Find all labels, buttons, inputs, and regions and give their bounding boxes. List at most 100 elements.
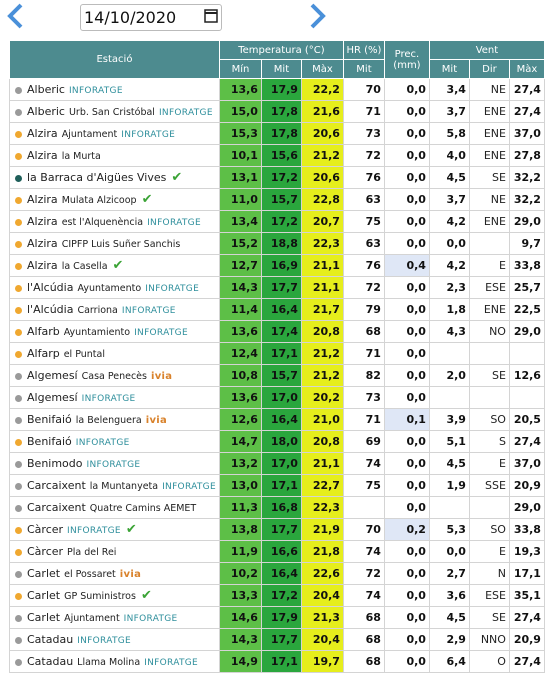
value-cell: 79 — [342, 298, 385, 321]
value: 68 — [365, 655, 381, 668]
value-cell: SO — [468, 518, 510, 541]
value: ENE — [483, 127, 506, 140]
value: 17,2 — [270, 589, 298, 602]
value-cell: 27,4 — [508, 650, 545, 673]
value: 71 — [365, 105, 381, 118]
value-cell: 32,2 — [508, 188, 545, 211]
status-dot — [15, 570, 22, 578]
station-row: la Barraca d'Aigües Vives ✔ 13,1 17,2 20,6 76… — [9, 166, 545, 189]
value-cell — [468, 496, 510, 519]
station-brand: INFORATGE — [147, 218, 201, 228]
value-cell: 75 — [342, 474, 385, 497]
value-cell: 72 — [342, 144, 385, 167]
value: 15,0 — [230, 105, 258, 118]
value-cell: 17,2 — [260, 166, 302, 189]
value: 32,2 — [513, 193, 541, 206]
value: 17,4 — [270, 325, 298, 338]
value-cell: 0,0 — [383, 78, 430, 101]
value-cell: 37,0 — [508, 452, 545, 475]
value: 15,7 — [270, 369, 298, 382]
value-cell: 0,0 — [383, 298, 430, 321]
station-row: Benifaió la Belenguera ivia 12,6 16,4 21,0 71 0… — [9, 408, 545, 431]
value: 11,4 — [230, 303, 258, 316]
value: 20,5 — [513, 413, 541, 426]
value: 22,7 — [312, 479, 340, 492]
value-cell: 17,1 — [260, 474, 302, 497]
value-cell: 11,9 — [218, 540, 262, 563]
value: 13,6 — [230, 391, 258, 404]
date-input[interactable]: 14/10/2020 — [80, 4, 222, 31]
value: 5,3 — [446, 523, 466, 536]
station-row: l'Alcúdia Ayuntamento INFORATGE 14,3 17,7 21,… — [9, 276, 545, 299]
value: 2,7 — [446, 567, 466, 580]
value-cell: 27,8 — [508, 144, 545, 167]
value: 17,1 — [270, 479, 298, 492]
value-cell: 4,5 — [428, 166, 470, 189]
value: 16,9 — [270, 259, 298, 272]
stations-table: Estació Temperatura (°C) HR (%) Prec. (m… — [9, 40, 545, 673]
value: 3,7 — [446, 193, 466, 206]
value: 19,7 — [312, 655, 340, 668]
value-cell: 76 — [342, 166, 385, 189]
station-cell: la Barraca d'Aigües Vives ✔ — [9, 166, 220, 189]
value-cell: E — [468, 452, 510, 475]
value: NE — [490, 83, 506, 96]
value-cell — [468, 232, 510, 255]
status-dot — [15, 548, 22, 556]
next-day[interactable] — [310, 3, 326, 29]
date-navigation: 14/10/2020 — [0, 0, 556, 40]
station-row: Alzira CIPFP Luis Suñer Sanchis 15,2 18,8 22… — [9, 232, 545, 255]
value: 79 — [365, 303, 381, 316]
value-cell: 14,3 — [218, 628, 262, 651]
value-cell: 16,9 — [260, 254, 302, 277]
station-name: Carlet — [27, 589, 61, 602]
value: O — [497, 655, 506, 668]
value: 21,9 — [312, 523, 340, 536]
value: 0,0 — [406, 237, 426, 250]
value: 82 — [365, 369, 381, 382]
value: 68 — [365, 325, 381, 338]
value-cell: 27,4 — [508, 606, 545, 629]
prev-day[interactable] — [7, 3, 23, 29]
subheader: Màx — [508, 59, 545, 79]
value: 72 — [365, 149, 381, 162]
value-cell: 3,6 — [428, 584, 470, 607]
value: 27,4 — [513, 611, 541, 624]
value-cell: SE — [468, 166, 510, 189]
value-cell: 5,3 — [428, 518, 470, 541]
value: 3,9 — [446, 413, 466, 426]
value-cell: 9,7 — [508, 232, 545, 255]
value: 27,8 — [513, 149, 541, 162]
value: 13,0 — [230, 479, 258, 492]
value-cell: O — [468, 650, 510, 673]
value: 14,6 — [230, 611, 258, 624]
subheader: Mín — [218, 59, 262, 79]
station-brand: INFORATGE — [145, 284, 200, 294]
station-row: Algemesí INFORATGE 13,6 17,0 20,2 73 0,0 — [9, 386, 545, 409]
status-dot — [15, 240, 22, 248]
value: ESE — [485, 589, 506, 602]
value-cell: 13,6 — [218, 386, 262, 409]
value: 22,8 — [312, 193, 340, 206]
station-brand: ivia — [150, 371, 173, 382]
value: 6,4 — [446, 655, 466, 668]
subheader: Dir — [468, 59, 510, 79]
value: 14,3 — [230, 281, 258, 294]
value-cell: 21,3 — [300, 606, 344, 629]
value-cell: 17,8 — [260, 100, 302, 123]
value: 69 — [365, 435, 381, 448]
calendar-icon[interactable] — [204, 9, 218, 23]
value-cell: 5,8 — [428, 122, 470, 145]
value-cell: 0,0 — [428, 540, 470, 563]
value: 16,4 — [270, 567, 298, 580]
value: 0,0 — [406, 171, 426, 184]
value-cell: 0,0 — [383, 650, 430, 673]
value-cell: 82 — [342, 364, 385, 387]
value: 21,2 — [312, 347, 340, 360]
value: 0,0 — [406, 655, 426, 668]
value: ENE — [483, 215, 506, 228]
value-cell: 0,4 — [383, 254, 430, 277]
value: 13,4 — [230, 215, 258, 228]
station-row: Carlet el Possaret ivia 10,2 16,4 22,6 72 0,0 2,… — [9, 562, 545, 585]
value-cell: 37,0 — [508, 122, 545, 145]
